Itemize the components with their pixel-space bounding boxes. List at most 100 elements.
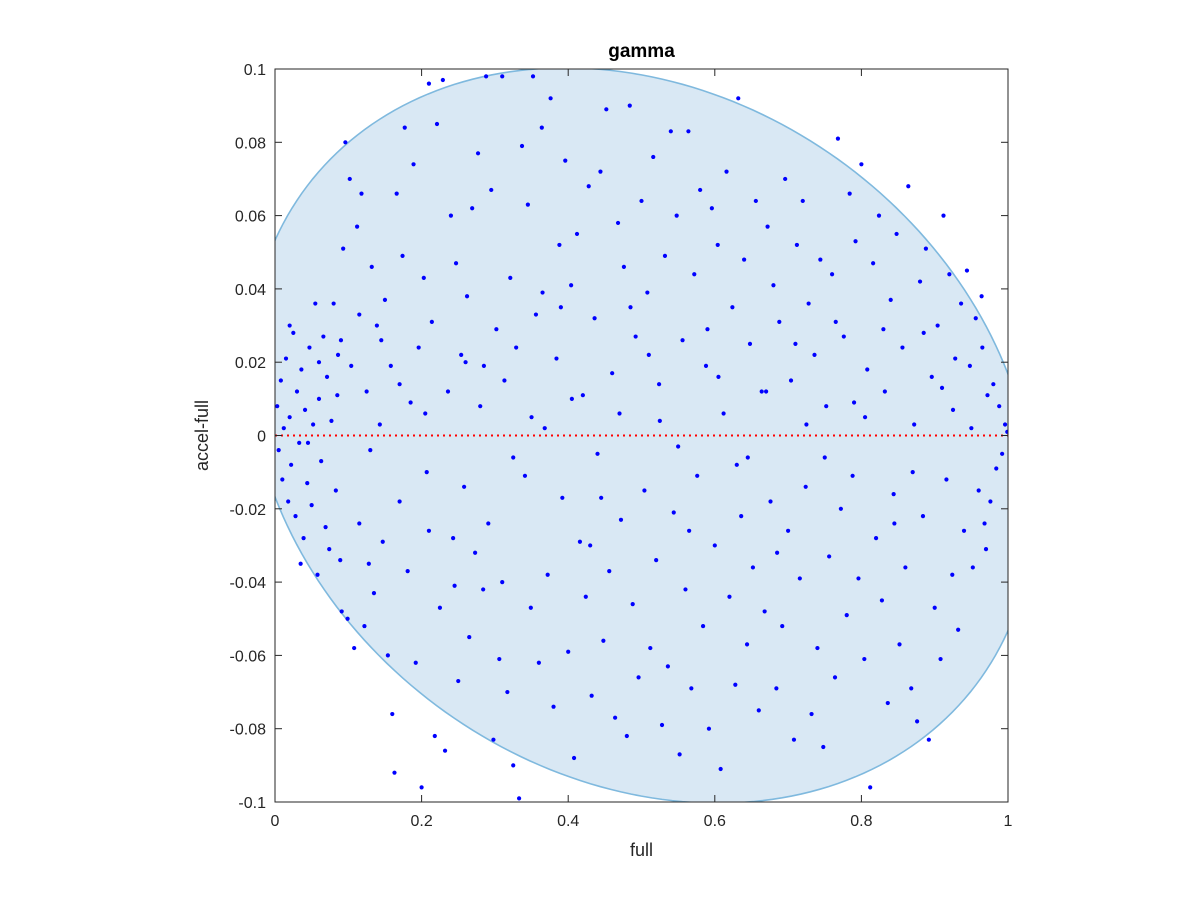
data-point <box>397 499 402 504</box>
data-point <box>935 323 940 328</box>
data-point <box>321 334 326 339</box>
data-point <box>577 539 583 544</box>
data-point <box>379 338 384 343</box>
data-point <box>405 569 410 574</box>
data-point <box>910 470 915 475</box>
data-point <box>283 356 289 361</box>
data-point <box>475 151 481 156</box>
data-point <box>319 459 324 464</box>
data-point <box>462 484 467 489</box>
data-point <box>497 656 502 662</box>
data-point <box>362 623 367 629</box>
data-point <box>400 253 405 259</box>
data-point <box>771 283 776 288</box>
data-point <box>700 623 706 629</box>
data-point <box>923 246 929 251</box>
data-point <box>642 488 647 493</box>
data-point <box>703 363 709 368</box>
data-point <box>309 503 314 508</box>
data-point <box>648 645 653 651</box>
data-point <box>540 290 545 295</box>
data-point <box>364 389 369 394</box>
data-point <box>791 737 797 742</box>
data-point <box>985 393 990 398</box>
data-point <box>574 231 580 237</box>
data-point <box>329 418 334 423</box>
y-tick-label: -0.04 <box>230 575 267 592</box>
data-point <box>665 664 670 669</box>
data-point <box>709 206 714 211</box>
data-point <box>865 367 870 372</box>
data-point <box>774 686 779 691</box>
data-point <box>514 345 519 350</box>
data-point <box>850 473 855 478</box>
data-point <box>676 444 681 449</box>
data-point <box>827 554 832 559</box>
data-point <box>618 517 624 522</box>
data-point <box>339 609 344 614</box>
data-point <box>844 612 849 618</box>
data-point <box>411 162 416 167</box>
data-point <box>967 363 972 368</box>
data-point <box>938 656 943 662</box>
data-point <box>402 125 407 130</box>
data-point <box>359 191 364 196</box>
data-point <box>786 528 791 533</box>
data-point <box>871 261 876 266</box>
data-point <box>920 514 926 519</box>
data-point <box>424 470 429 475</box>
data-point <box>511 763 516 768</box>
data-point <box>601 638 606 643</box>
data-point <box>357 312 362 317</box>
data-point <box>793 341 798 346</box>
data-point <box>953 356 958 361</box>
data-point <box>736 96 741 101</box>
data-point <box>548 96 553 101</box>
data-point <box>950 572 955 577</box>
data-point <box>278 378 283 383</box>
x-axis-label: full <box>630 840 653 860</box>
data-point <box>636 675 641 680</box>
data-point <box>500 74 505 79</box>
data-point <box>315 572 320 577</box>
data-point <box>357 521 362 526</box>
data-point <box>569 283 574 288</box>
data-point <box>970 565 975 570</box>
data-point <box>338 558 343 563</box>
data-point <box>494 327 499 332</box>
data-point <box>369 264 374 270</box>
data-point <box>598 169 603 174</box>
data-point <box>563 158 568 163</box>
data-point <box>881 327 886 332</box>
data-point <box>522 473 528 478</box>
data-point <box>969 426 974 431</box>
data-point <box>569 396 574 401</box>
data-point <box>481 587 486 592</box>
data-point <box>380 539 385 544</box>
data-point <box>921 330 926 335</box>
data-point <box>775 550 780 555</box>
data-point <box>313 301 318 306</box>
data-point <box>756 708 761 713</box>
data-point <box>323 525 328 530</box>
data-point <box>818 257 823 262</box>
data-point <box>371 591 377 596</box>
data-point <box>847 191 852 196</box>
data-point <box>894 231 899 237</box>
data-point <box>941 213 946 218</box>
data-point <box>473 550 478 555</box>
data-point <box>335 393 340 398</box>
data-point <box>780 623 785 629</box>
data-point <box>382 297 388 302</box>
data-point <box>287 323 292 328</box>
data-point <box>873 536 879 541</box>
data-point <box>448 213 454 218</box>
data-point <box>463 360 468 365</box>
data-point <box>1000 451 1005 456</box>
data-point <box>451 536 456 541</box>
data-point <box>456 678 461 684</box>
data-point <box>973 316 978 321</box>
axes-frame <box>274 68 1009 803</box>
data-point <box>432 733 437 739</box>
data-point <box>519 143 525 149</box>
